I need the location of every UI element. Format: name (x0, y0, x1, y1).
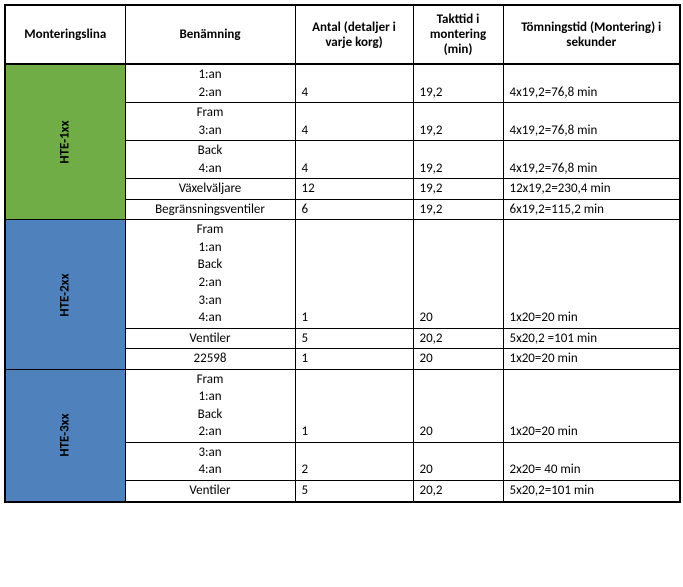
name-line: 4:an (130, 309, 291, 327)
assembly-timing-table: Monteringslina Benämning Antal (detaljer… (4, 4, 681, 503)
takt-cell: 20 (413, 220, 503, 328)
name-line: Fram (130, 104, 291, 122)
takt-cell: 20 (413, 369, 503, 442)
name-cell: Fram1:anBack2:an (125, 369, 295, 442)
tom-cell: 1x20=20 min (503, 369, 680, 442)
name-line: 4:an (130, 461, 291, 479)
name-line: 1:an (130, 66, 291, 84)
antal-cell: 1 (295, 349, 413, 370)
takt-cell: 20 (413, 349, 503, 370)
name-line: 1:an (130, 239, 291, 257)
tom-cell: 12x19,2=230,4 min (503, 179, 680, 200)
name-line: 3:an (130, 292, 291, 310)
table-row: HTE-1xx1:an2:an419,24x19,2=76,8 min (5, 64, 680, 103)
antal-cell: 12 (295, 179, 413, 200)
name-line: Begränsningsventiler (130, 201, 291, 219)
header-takt: Takttid i montering (min) (413, 5, 503, 64)
antal-cell: 2 (295, 442, 413, 480)
name-cell: 1:an2:an (125, 64, 295, 103)
name-line: 1:an (130, 388, 291, 406)
tom-cell: 6x19,2=115,2 min (503, 199, 680, 220)
header-name: Benämning (125, 5, 295, 64)
header-antal: Antal (detaljer i varje korg) (295, 5, 413, 64)
antal-cell: 5 (295, 328, 413, 349)
name-cell: 3:an4:an (125, 442, 295, 480)
takt-cell: 20,2 (413, 481, 503, 502)
name-line: 2:an (130, 84, 291, 102)
line-cell: HTE-3xx (5, 369, 125, 501)
name-cell: 22598 (125, 349, 295, 370)
name-line: 2:an (130, 423, 291, 441)
name-line: Ventiler (130, 330, 291, 348)
takt-cell: 19,2 (413, 64, 503, 103)
name-cell: Fram3:an (125, 103, 295, 141)
name-cell: Ventiler (125, 481, 295, 502)
antal-cell: 4 (295, 103, 413, 141)
antal-cell: 4 (295, 64, 413, 103)
tom-cell: 1x20=20 min (503, 349, 680, 370)
header-tom: Tömningstid (Montering) i sekunder (503, 5, 680, 64)
name-line: 4:an (130, 160, 291, 178)
name-line: Fram (130, 371, 291, 389)
tom-cell: 5x20,2 =101 min (503, 328, 680, 349)
name-cell: Ventiler (125, 328, 295, 349)
antal-cell: 6 (295, 199, 413, 220)
name-cell: Fram1:anBack2:an3:an4:an (125, 220, 295, 328)
takt-cell: 19,2 (413, 179, 503, 200)
name-line: Växelväljare (130, 180, 291, 198)
line-cell: HTE-1xx (5, 64, 125, 220)
takt-cell: 20,2 (413, 328, 503, 349)
line-label: HTE-2xx (58, 273, 73, 316)
name-line: Back (130, 142, 291, 160)
name-line: Ventiler (130, 482, 291, 500)
name-line: 2:an (130, 274, 291, 292)
header-row: Monteringslina Benämning Antal (detaljer… (5, 5, 680, 64)
tom-cell: 2x20= 40 min (503, 442, 680, 480)
name-cell: Växelväljare (125, 179, 295, 200)
name-line: 3:an (130, 122, 291, 140)
header-line: Monteringslina (5, 5, 125, 64)
tom-cell: 4x19,2=76,8 min (503, 64, 680, 103)
takt-cell: 20 (413, 442, 503, 480)
line-label: HTE-1xx (58, 121, 73, 164)
line-label: HTE-3xx (58, 414, 73, 457)
line-cell: HTE-2xx (5, 220, 125, 369)
tom-cell: 1x20=20 min (503, 220, 680, 328)
name-line: 3:an (130, 444, 291, 462)
antal-cell: 4 (295, 141, 413, 179)
name-cell: Begränsningsventiler (125, 199, 295, 220)
name-line: Fram (130, 221, 291, 239)
table-row: HTE-2xx Fram1:anBack2:an3:an4:an1201x20=2… (5, 220, 680, 328)
name-line: Back (130, 406, 291, 424)
table-row: HTE-3xxFram1:anBack2:an1201x20=20 min (5, 369, 680, 442)
takt-cell: 19,2 (413, 141, 503, 179)
antal-cell: 5 (295, 481, 413, 502)
tom-cell: 5x20,2=101 min (503, 481, 680, 502)
tom-cell: 4x19,2=76,8 min (503, 141, 680, 179)
takt-cell: 19,2 (413, 199, 503, 220)
takt-cell: 19,2 (413, 103, 503, 141)
antal-cell: 1 (295, 220, 413, 328)
name-line: Back (130, 256, 291, 274)
tom-cell: 4x19,2=76,8 min (503, 103, 680, 141)
name-cell: Back4:an (125, 141, 295, 179)
name-line: 22598 (130, 350, 291, 368)
antal-cell: 1 (295, 369, 413, 442)
